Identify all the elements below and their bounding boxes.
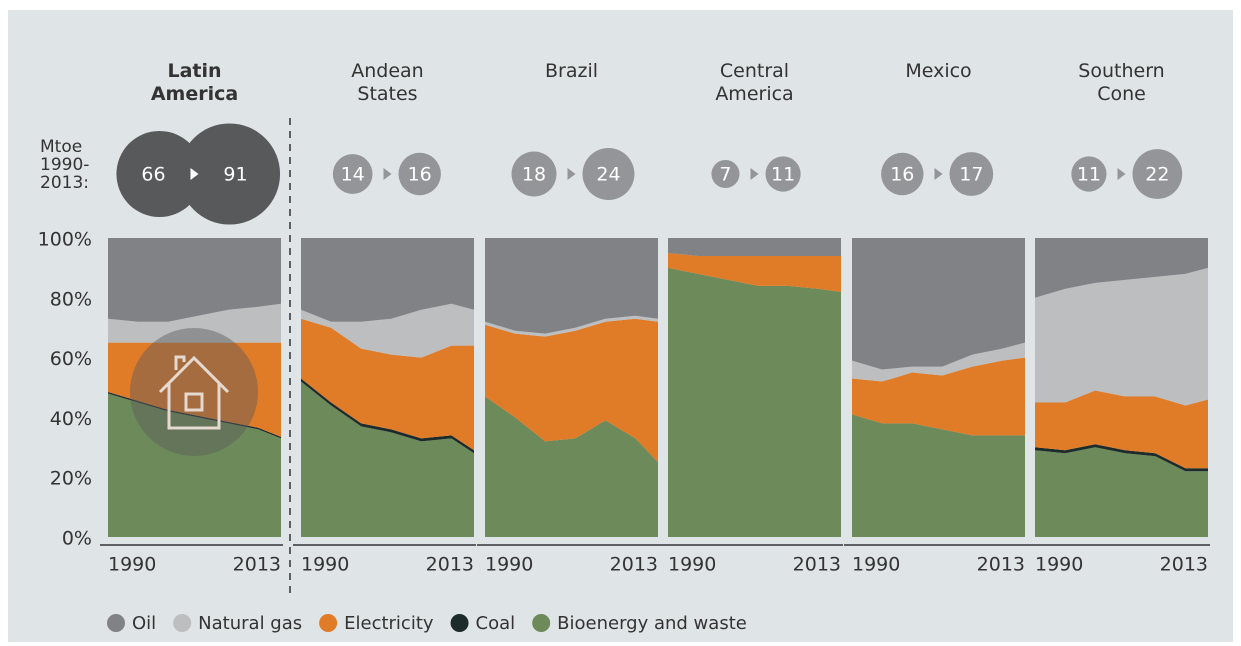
area bbox=[852, 357, 1025, 436]
area bbox=[1035, 444, 1208, 472]
mtoe-circle bbox=[582, 148, 635, 200]
area bbox=[485, 238, 658, 334]
x-tick-label: 2013 bbox=[426, 554, 474, 576]
arrow bbox=[750, 168, 759, 180]
area bbox=[108, 342, 281, 437]
legend-swatch bbox=[173, 614, 192, 632]
mtoe-circle bbox=[178, 123, 281, 225]
x-tick-label: 2013 bbox=[610, 554, 658, 576]
mtoe-circle bbox=[511, 151, 557, 197]
legend-swatch bbox=[532, 614, 551, 632]
mtoe-circle bbox=[1071, 156, 1107, 192]
legend-label: Electricity bbox=[344, 613, 434, 634]
arrow bbox=[383, 168, 392, 180]
legend-label: Bioenergy and waste bbox=[557, 613, 747, 634]
mtoe-circle bbox=[765, 156, 801, 192]
mtoe-value: 18 bbox=[522, 164, 546, 186]
arrow bbox=[934, 168, 943, 180]
mtoe-circle bbox=[949, 152, 994, 196]
mtoe-value: 22 bbox=[1145, 164, 1169, 186]
panel-title: Southern Cone bbox=[1078, 60, 1165, 105]
mtoe-value: 66 bbox=[141, 164, 165, 186]
x-tick-label: 1990 bbox=[485, 554, 533, 576]
mtoe-circle bbox=[881, 152, 924, 196]
area bbox=[1035, 238, 1208, 298]
arrow bbox=[567, 168, 576, 180]
area bbox=[485, 396, 658, 537]
mtoe-circle bbox=[332, 154, 373, 194]
mtoe-label: Mtoe 1990-2013: bbox=[40, 137, 90, 193]
mtoe-value: 11 bbox=[1077, 164, 1101, 186]
panel-title: Mexico bbox=[905, 60, 972, 82]
area bbox=[301, 238, 474, 322]
area bbox=[108, 393, 281, 537]
mtoe-circle bbox=[116, 130, 203, 218]
y-tick-label: 40% bbox=[50, 408, 92, 430]
mtoe-value: 91 bbox=[223, 164, 247, 186]
area bbox=[852, 342, 1025, 382]
panel-title: Andean States bbox=[351, 60, 424, 105]
mtoe-circle bbox=[711, 159, 740, 189]
mtoe-value: 24 bbox=[596, 164, 620, 186]
area bbox=[852, 238, 1025, 370]
mtoe-circle bbox=[1132, 149, 1183, 199]
panel-title: Central America bbox=[715, 60, 794, 105]
mtoe-circle bbox=[398, 152, 441, 196]
y-tick-label: 0% bbox=[62, 528, 92, 550]
legend-label: Coal bbox=[476, 613, 516, 634]
legend-label: Natural gas bbox=[198, 613, 302, 634]
panel-title: Latin America bbox=[150, 60, 239, 105]
area bbox=[301, 381, 474, 537]
area bbox=[485, 318, 658, 463]
arrow bbox=[1117, 168, 1126, 180]
area bbox=[668, 267, 841, 537]
area bbox=[108, 238, 281, 322]
area bbox=[852, 414, 1025, 537]
x-tick-label: 1990 bbox=[1035, 554, 1083, 576]
legend-swatch bbox=[319, 614, 338, 632]
x-tick-label: 1990 bbox=[301, 554, 349, 576]
x-tick-label: 1990 bbox=[852, 554, 900, 576]
icon-circle bbox=[130, 328, 258, 456]
area bbox=[1035, 447, 1208, 537]
icon-house bbox=[158, 355, 230, 430]
y-tick-label: 20% bbox=[50, 468, 92, 490]
area bbox=[301, 303, 474, 358]
panel-title: Brazil bbox=[544, 60, 599, 82]
legend-swatch bbox=[450, 614, 469, 632]
x-tick-label: 2013 bbox=[233, 554, 281, 576]
mtoe-value: 16 bbox=[890, 164, 914, 186]
mtoe-value: 16 bbox=[408, 164, 432, 186]
x-tick-label: 2013 bbox=[793, 554, 841, 576]
y-tick-label: 100% bbox=[38, 229, 92, 251]
y-tick-label: 80% bbox=[50, 288, 92, 310]
area bbox=[668, 252, 841, 292]
mtoe-value: 7 bbox=[719, 164, 731, 186]
house-icon bbox=[130, 328, 258, 456]
x-tick-label: 1990 bbox=[108, 554, 156, 576]
x-tick-label: 2013 bbox=[977, 554, 1025, 576]
arrow bbox=[190, 168, 199, 180]
legend-label: Oil bbox=[132, 613, 156, 634]
area bbox=[1035, 267, 1208, 406]
area bbox=[668, 238, 841, 256]
area bbox=[301, 318, 474, 451]
mtoe-value: 14 bbox=[341, 164, 365, 186]
y-tick-label: 60% bbox=[50, 348, 92, 370]
area bbox=[108, 303, 281, 343]
x-tick-label: 1990 bbox=[668, 554, 716, 576]
mtoe-value: 11 bbox=[771, 164, 795, 186]
legend-swatch bbox=[107, 614, 125, 632]
area bbox=[1035, 390, 1208, 469]
area bbox=[485, 315, 658, 337]
mtoe-value: 17 bbox=[959, 164, 983, 186]
x-tick-label: 2013 bbox=[1160, 554, 1208, 576]
